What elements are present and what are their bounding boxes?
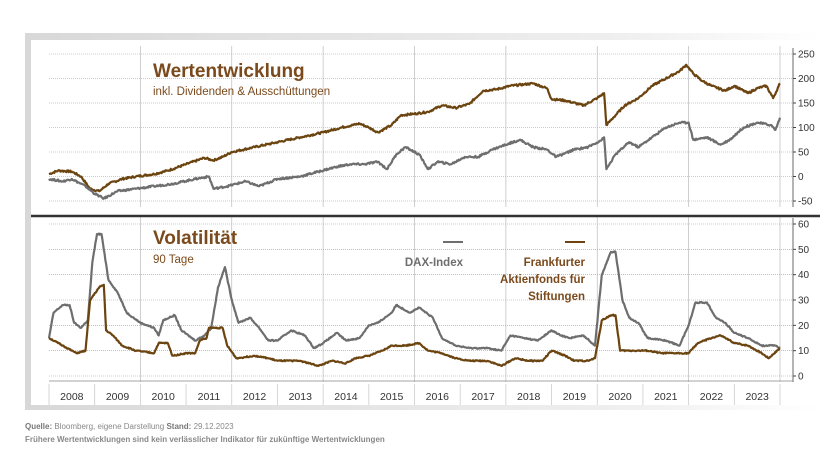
x-tick-label: 2017 — [471, 391, 495, 403]
y-tick-label: -50 — [798, 197, 813, 208]
x-axis-years: 2008 2009 2010 2011 2012 2013 2014 2015 2016 2017… — [48, 380, 793, 405]
y-tick-label: 0 — [798, 172, 804, 183]
y-tick-label: 100 — [798, 123, 815, 134]
source-label: Quelle: — [25, 422, 53, 431]
x-tick-label: 2013 — [289, 391, 313, 403]
legend-label-fund-line3: Stiftungen — [528, 291, 585, 303]
volatility-fund-line — [48, 283, 781, 368]
x-tick-label: 2015 — [380, 391, 404, 403]
legend-label-fund-line1: Frankfurter — [524, 257, 586, 269]
x-tick-label: 2021 — [654, 391, 678, 403]
y-tick-label: 0 — [798, 372, 804, 383]
x-tick-label: 2019 — [563, 391, 587, 403]
legend-label-fund-line2: Aktienfonds für — [500, 274, 585, 286]
volatility-dax-line — [47, 232, 781, 352]
y-tick-label: 30 — [798, 296, 810, 307]
legend-label-dax: DAX-Index — [405, 257, 464, 269]
series-lines — [47, 63, 782, 368]
y-tick-label: 20 — [798, 321, 810, 332]
performance-dax-line — [48, 117, 782, 200]
footer-disclaimer: Frühere Wertentwicklungen sind kein verl… — [25, 435, 385, 444]
date-text: 29.12.2023 — [193, 422, 234, 431]
chart-background — [31, 40, 820, 405]
y-tick-label: 50 — [798, 148, 810, 159]
x-tick-label: 2022 — [700, 391, 724, 403]
x-tick-label: 2009 — [106, 391, 130, 403]
source-text: Bloomberg, eigene Darstellung — [54, 422, 165, 431]
y-tick-label: 50 — [798, 245, 810, 256]
x-tick-label: 2011 — [198, 391, 221, 403]
x-tick-label: 2018 — [517, 391, 541, 403]
x-tick-label: 2012 — [243, 391, 267, 403]
y-tick-label: 150 — [798, 99, 815, 110]
grid — [49, 46, 793, 382]
y-axis-ticks: -50 0 50 100 150 200 250 0 10 20 30 40 50 60 — [792, 48, 815, 383]
x-tick-label: 2010 — [152, 391, 176, 403]
y-tick-label: 250 — [798, 50, 815, 61]
top-panel-title: Wertentwicklung — [153, 61, 305, 82]
x-tick-label: 2020 — [608, 391, 632, 403]
y-tick-label: 40 — [798, 270, 810, 281]
y-tick-label: 200 — [798, 74, 815, 85]
x-tick-label: 2016 — [426, 391, 450, 403]
x-tick-label: 2014 — [334, 391, 358, 403]
performance-fund-line — [48, 63, 781, 193]
date-label: Stand: — [166, 422, 192, 431]
footer-source: Quelle: Bloomberg, eigene Darstellung St… — [25, 422, 234, 431]
x-tick-label: 2008 — [60, 391, 84, 403]
y-tick-label: 10 — [798, 346, 810, 357]
y-tick-label: 60 — [798, 220, 810, 231]
bottom-panel-title: Volatilität — [153, 228, 238, 249]
x-tick-label: 2023 — [745, 391, 769, 403]
top-panel-subtitle: inkl. Dividenden & Ausschüttungen — [153, 86, 330, 98]
bottom-panel-subtitle: 90 Tage — [153, 254, 194, 266]
